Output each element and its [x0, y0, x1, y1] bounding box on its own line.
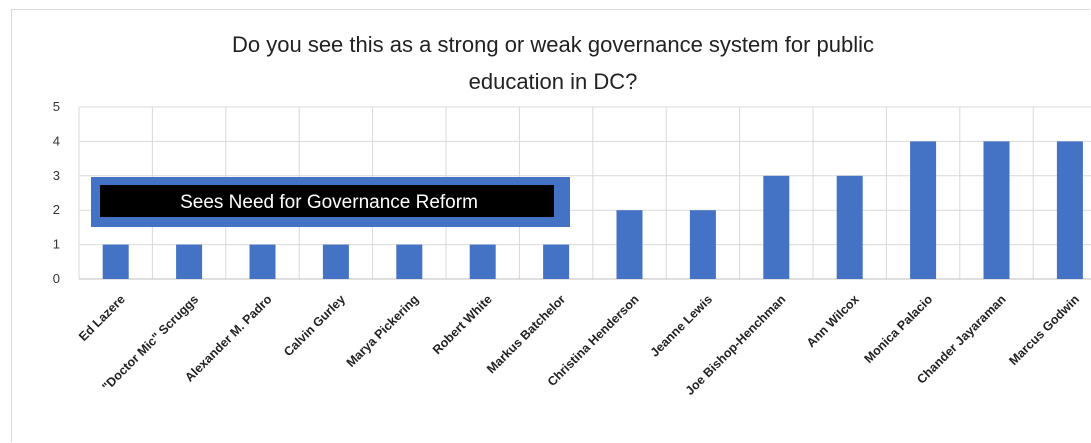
bar [102, 244, 129, 279]
bar [249, 244, 276, 279]
y-tick-label: 1 [53, 237, 60, 252]
chart-title-line-2: education in DC? [469, 69, 638, 94]
bar [616, 210, 643, 279]
bars [102, 141, 1083, 279]
annotation-background [100, 185, 554, 217]
x-tick-label: Ann Wilcox [804, 292, 862, 350]
x-tick-label: Markus Batchelor [484, 292, 568, 376]
bar [836, 175, 863, 279]
x-tick-label: Monica Palacio [861, 292, 935, 366]
bar [689, 210, 716, 279]
chart-frame [11, 9, 1090, 442]
bar [322, 244, 349, 279]
chart-title: Do you see this as a strong or weak gove… [232, 32, 874, 94]
y-tick-label: 0 [53, 271, 60, 286]
x-tick-label: Calvin Gurley [281, 292, 348, 359]
bar [543, 244, 570, 279]
bar [176, 244, 203, 279]
x-tick-label: Marcus Godwin [1006, 292, 1082, 368]
x-tick-label: Robert White [430, 292, 495, 357]
bar [396, 244, 423, 279]
x-tick-label: Jeanne Lewis [648, 292, 715, 359]
annotation-text: Sees Need for Governance Reform [180, 192, 478, 213]
y-tick-label: 5 [53, 99, 60, 114]
y-tick-label: 4 [53, 133, 60, 148]
y-tick-label: 3 [53, 168, 60, 183]
bar [469, 244, 496, 279]
bar [983, 141, 1010, 279]
chart-title-line-1: Do you see this as a strong or weak gove… [232, 32, 874, 57]
y-axis: 0 1 2 3 4 5 [53, 99, 60, 286]
x-tick-label: Ed Lazere [76, 292, 128, 344]
bar [763, 175, 790, 279]
bar [1056, 141, 1083, 279]
bar [910, 141, 937, 279]
x-tick-label: Marya Pickering [344, 292, 422, 370]
annotation-box: Sees Need for Governance Reform [91, 177, 570, 227]
y-tick-label: 2 [53, 202, 60, 217]
